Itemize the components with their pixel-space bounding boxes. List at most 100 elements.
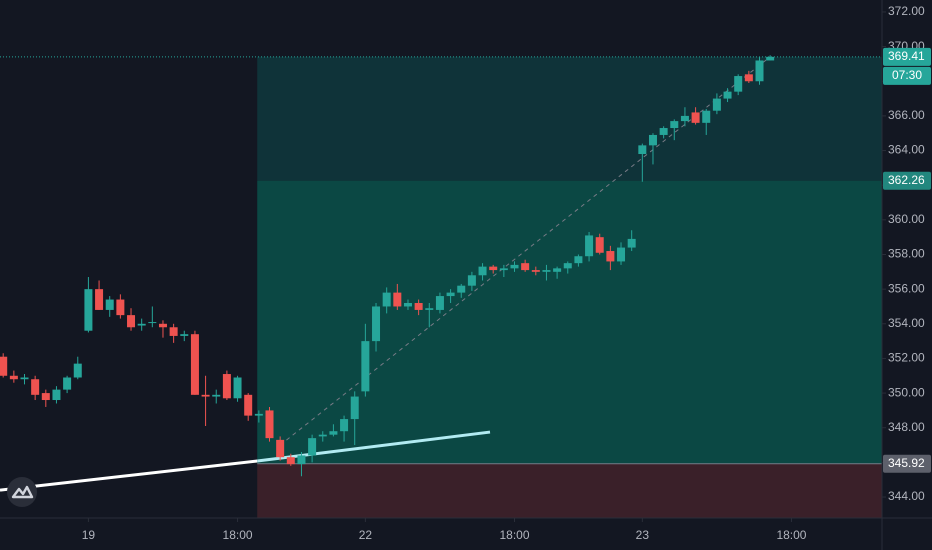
candle-body bbox=[712, 98, 721, 111]
candle-body bbox=[766, 56, 775, 61]
candle-body bbox=[467, 275, 476, 286]
candle-body bbox=[116, 299, 125, 316]
y-tick-label: 350.00 bbox=[888, 385, 925, 399]
x-tick-label: 18:00 bbox=[776, 528, 806, 542]
position-target-zone bbox=[257, 180, 882, 464]
candle-body bbox=[499, 268, 508, 271]
y-tick-label: 344.00 bbox=[888, 489, 925, 503]
candle-body bbox=[680, 115, 689, 122]
candle-body bbox=[201, 394, 210, 397]
candle-body bbox=[659, 128, 668, 135]
price-label-box bbox=[883, 47, 931, 66]
candle-body bbox=[648, 134, 657, 146]
candle-body bbox=[702, 110, 711, 123]
countdown: 07:30 bbox=[892, 68, 922, 82]
candle-body bbox=[286, 457, 295, 465]
candle-body bbox=[180, 334, 189, 336]
candle-body bbox=[531, 270, 540, 272]
candle-body bbox=[350, 396, 359, 420]
candle-body bbox=[244, 394, 253, 416]
candle-body bbox=[489, 266, 498, 271]
candle-body bbox=[52, 389, 61, 401]
candle-body bbox=[318, 434, 327, 437]
position-upper-zone bbox=[257, 56, 882, 181]
candle-body bbox=[276, 439, 285, 458]
candle-body bbox=[521, 263, 530, 271]
candle-body bbox=[308, 438, 317, 456]
candle-body bbox=[222, 374, 231, 399]
candle-body bbox=[95, 289, 104, 310]
candle-body bbox=[670, 121, 679, 129]
candle-body bbox=[393, 292, 402, 307]
candle-body bbox=[41, 393, 50, 401]
y-tick-label: 364.00 bbox=[888, 143, 925, 157]
trendline bbox=[257, 430, 491, 463]
position-stop-zone bbox=[257, 463, 882, 518]
candle-body bbox=[158, 323, 167, 328]
candle-body bbox=[425, 308, 434, 310]
candle-body bbox=[734, 76, 743, 92]
y-tick-label: 356.00 bbox=[888, 281, 925, 295]
y-tick-label: 372.00 bbox=[888, 4, 925, 18]
candle-body bbox=[585, 235, 594, 257]
candle-body bbox=[627, 238, 636, 248]
candle-body bbox=[606, 251, 615, 262]
trendline bbox=[0, 459, 258, 492]
candle-body bbox=[127, 315, 136, 328]
candle-body bbox=[265, 410, 274, 439]
candle-body bbox=[414, 303, 423, 310]
countdown-box bbox=[883, 66, 931, 85]
candle-body bbox=[105, 299, 114, 310]
x-tick-label: 19 bbox=[82, 528, 96, 542]
x-tick-label: 23 bbox=[636, 528, 650, 542]
candle-body bbox=[361, 341, 370, 392]
y-tick-label: 354.00 bbox=[888, 316, 925, 330]
candle-body bbox=[169, 327, 178, 336]
y-tick-label: 358.00 bbox=[888, 247, 925, 261]
candle-body bbox=[563, 263, 572, 269]
price-label: 362.26 bbox=[888, 173, 925, 187]
candle-body bbox=[340, 419, 349, 432]
candle-body bbox=[382, 292, 391, 307]
candle-body bbox=[9, 375, 18, 380]
candle-body bbox=[478, 266, 487, 276]
candle-body bbox=[755, 60, 764, 82]
candle-body bbox=[212, 394, 221, 397]
candle-body bbox=[297, 455, 306, 465]
candle-body bbox=[137, 323, 146, 326]
candle-body bbox=[574, 256, 583, 264]
price-label: 369.41 bbox=[888, 49, 925, 63]
logo-icon[interactable] bbox=[11, 485, 34, 499]
candle-body bbox=[84, 289, 93, 331]
candle-body bbox=[446, 292, 455, 297]
y-tick-label: 366.00 bbox=[888, 108, 925, 122]
candle-body bbox=[744, 74, 753, 82]
x-tick-label: 18:00 bbox=[499, 528, 529, 542]
candle-body bbox=[553, 268, 562, 272]
candle-body bbox=[435, 296, 444, 310]
candle-body bbox=[510, 264, 519, 269]
candle-body bbox=[148, 322, 157, 324]
price-label-box bbox=[883, 454, 931, 473]
candle-body bbox=[63, 377, 72, 390]
x-tick-label: 22 bbox=[359, 528, 373, 542]
candle-body bbox=[0, 356, 8, 376]
candle-body bbox=[20, 377, 29, 380]
candle-body bbox=[233, 377, 242, 399]
candle-body bbox=[190, 334, 199, 395]
candle-body bbox=[73, 363, 82, 378]
candle-body bbox=[595, 237, 604, 253]
x-tick-label: 18:00 bbox=[223, 528, 253, 542]
candle-body bbox=[372, 306, 381, 342]
logo[interactable] bbox=[7, 477, 37, 507]
candle-body bbox=[254, 413, 263, 416]
plot-area bbox=[0, 55, 882, 518]
candle-body bbox=[638, 145, 647, 155]
price-label: 345.92 bbox=[888, 456, 925, 470]
y-tick-label: 360.00 bbox=[888, 212, 925, 226]
candle-body bbox=[723, 91, 732, 99]
candle-body bbox=[691, 112, 700, 123]
candle-body bbox=[457, 285, 466, 293]
